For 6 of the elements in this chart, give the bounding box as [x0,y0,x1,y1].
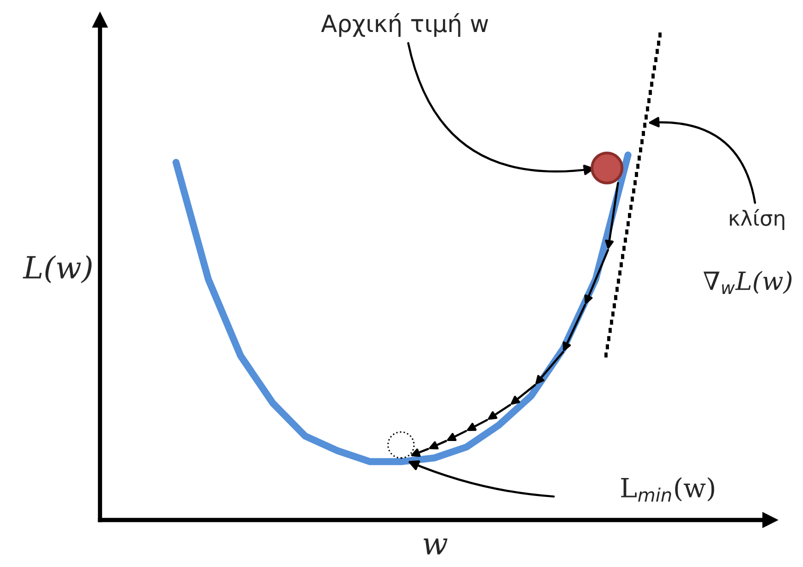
annotation: L$_{min}$(w) [621,477,714,502]
text: Αρχική τιμή w [321,13,488,37]
x-axis-title: w [424,538,448,554]
text: κλίση [730,209,784,230]
text: ∇$_{w}$L(w) [703,270,792,294]
y-axis-title: L(w) [22,255,92,284]
